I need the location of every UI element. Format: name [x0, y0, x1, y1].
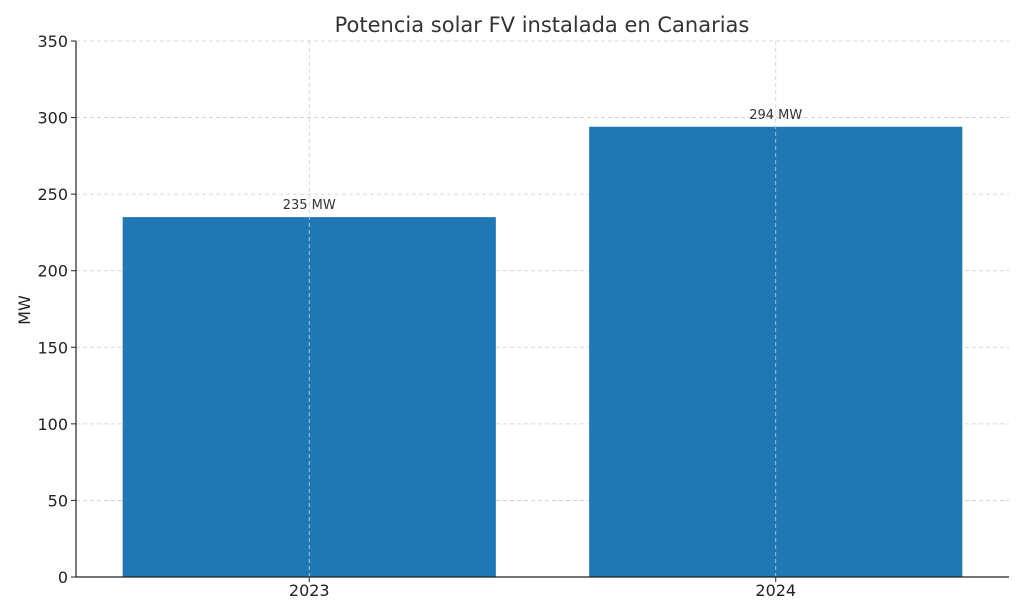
- data-label: 294 MW: [749, 108, 802, 123]
- y-tick-label: 200: [37, 262, 68, 281]
- bar-2023: [122, 217, 496, 577]
- chart-title: Potencia solar FV instalada en Canarias: [335, 13, 750, 37]
- y-axis-label: MW: [15, 295, 34, 325]
- y-tick-label: 350: [37, 32, 68, 51]
- x-grid-group: [308, 41, 777, 577]
- bars-group: [122, 126, 963, 577]
- data-labels-group: 235 MW 294 MW: [283, 108, 803, 213]
- x-tick-label: 2023: [289, 581, 330, 600]
- y-tick-label: 250: [37, 185, 68, 204]
- data-label: 235 MW: [283, 198, 336, 213]
- x-ticks-group: 2023 2024: [289, 577, 796, 600]
- axes-group: [75, 41, 1009, 578]
- y-ticks-group: 0 50 100 150 200 250 300 350: [37, 32, 76, 587]
- y-tick-label: 100: [37, 415, 68, 434]
- y-tick-label: 150: [37, 338, 68, 357]
- y-tick-label: 0: [58, 568, 68, 587]
- y-tick-label: 300: [37, 109, 68, 128]
- y-tick-label: 50: [48, 491, 68, 510]
- x-tick-label: 2024: [755, 581, 796, 600]
